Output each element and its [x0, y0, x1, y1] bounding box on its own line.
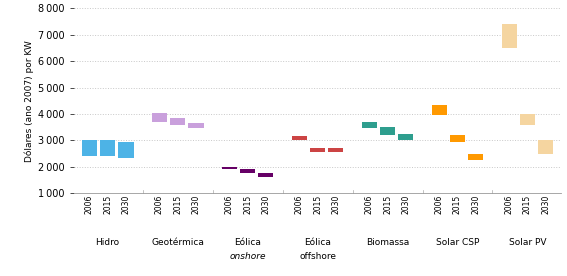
Bar [240, 169, 255, 173]
Text: Geotérmica: Geotérmica [151, 238, 204, 247]
Text: Solar PV: Solar PV [509, 238, 546, 247]
Bar [380, 127, 395, 135]
Bar [362, 122, 377, 129]
Text: Hidro: Hidro [95, 238, 120, 247]
Text: Solar CSP: Solar CSP [436, 238, 479, 247]
Bar [538, 140, 553, 153]
Bar [502, 24, 517, 48]
Text: offshore: offshore [299, 251, 336, 261]
Bar [468, 153, 484, 160]
Bar [82, 140, 98, 156]
Text: Eólica: Eólica [234, 238, 261, 247]
Bar [310, 148, 325, 152]
Bar [291, 136, 307, 140]
Bar [188, 123, 204, 129]
Y-axis label: Dólares (ano 2007) por KW: Dólares (ano 2007) por KW [24, 40, 34, 162]
Bar [118, 142, 133, 158]
Bar [397, 134, 413, 140]
Bar [450, 135, 466, 142]
Bar [100, 140, 116, 156]
Text: Eólica: Eólica [304, 238, 331, 247]
Text: onshore: onshore [229, 251, 266, 261]
Bar [170, 118, 185, 124]
Bar [431, 105, 447, 115]
Bar [258, 173, 273, 177]
Bar [151, 113, 167, 122]
Bar [222, 167, 238, 169]
Bar [519, 114, 535, 124]
Text: Biomassa: Biomassa [366, 238, 409, 247]
Bar [328, 148, 344, 152]
